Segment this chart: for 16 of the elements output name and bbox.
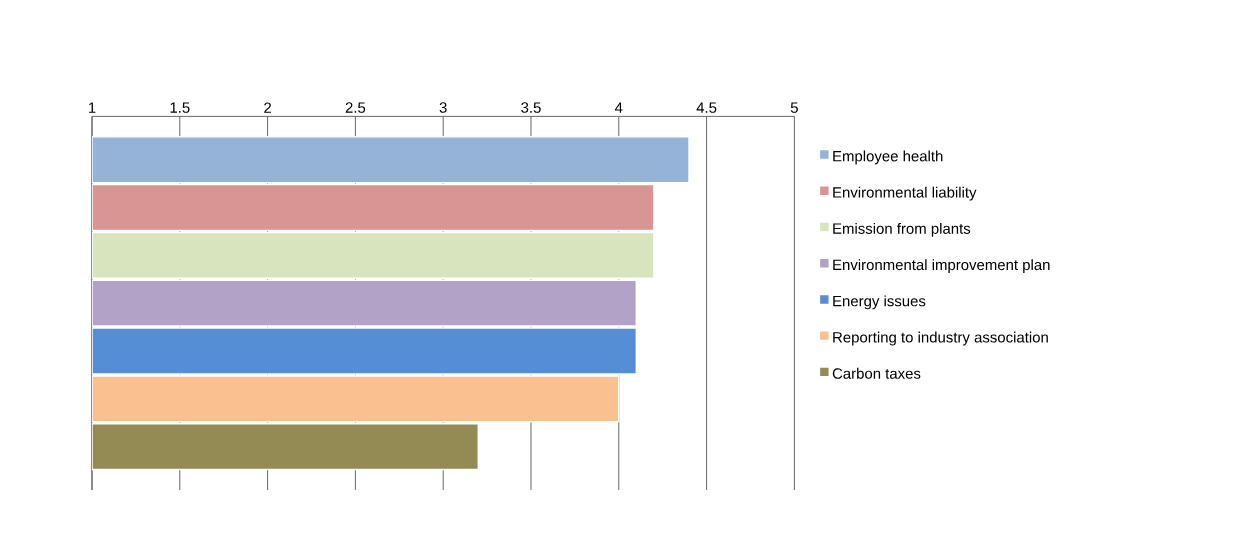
legend-label: Employee health [833,150,943,165]
legend-label: Environmental improvement plan [833,259,1050,274]
x-tick-label: 1.5 [170,102,190,113]
x-tick-label: 3 [439,102,447,113]
x-tick-label: 4 [614,102,623,113]
x-tick-label: 4.5 [696,102,717,113]
x-tick-label: 1 [89,102,96,113]
legend-label: Energy issues [833,295,926,310]
legend-label: Emission from plants [833,222,971,237]
legend-label: Reporting to industry association [833,331,1048,346]
x-tick-label: 2 [264,102,272,113]
legend-label: Environmental liability [833,186,977,201]
x-tick-label: 5 [790,102,798,113]
legend-label: Carbon taxes [832,367,921,379]
x-tick-label: 3.5 [521,102,541,113]
x-tick-label: 2.5 [345,102,366,113]
